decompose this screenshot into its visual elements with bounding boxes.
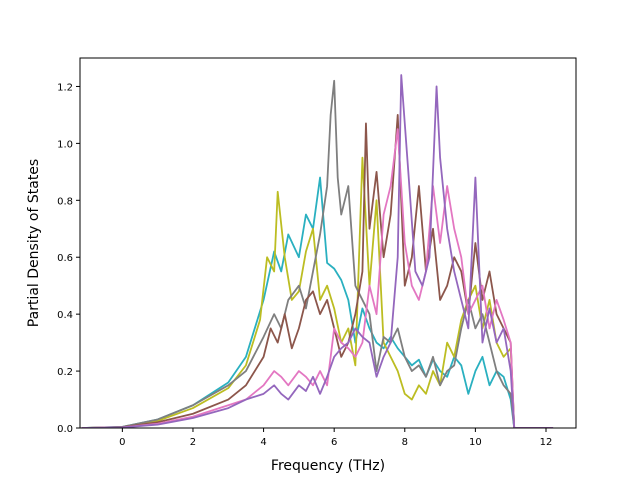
- plot-frame: [79, 57, 577, 429]
- x-tick-label: 8: [402, 437, 408, 448]
- series-layer: [81, 74, 554, 428]
- series-line-4: [81, 114, 554, 428]
- x-tick-label: 12: [540, 437, 553, 448]
- y-tick-label: 0.4: [57, 310, 73, 321]
- x-tick-label: 2: [190, 437, 196, 448]
- y-tick-label: 0.6: [57, 253, 73, 264]
- y-tick-label: 1.2: [57, 82, 73, 93]
- x-tick-label: 10: [469, 437, 482, 448]
- x-axis-label: Frequency (THz): [271, 458, 385, 474]
- series-line-6: [81, 74, 554, 428]
- x-tick-label: 0: [119, 437, 125, 448]
- y-tick-label: 1.0: [57, 139, 73, 150]
- x-tick-label: 6: [331, 437, 337, 448]
- x-tick-label: 4: [260, 437, 266, 448]
- y-axis-ticks: 0.0 0.2 0.4 0.6 0.8 1.0 1.2: [57, 82, 80, 435]
- series-line-5: [81, 128, 554, 428]
- y-tick-label: 0.2: [57, 367, 73, 378]
- y-tick-label: 0.8: [57, 196, 73, 207]
- y-tick-label: 0.0: [57, 424, 73, 435]
- y-axis-label: Partial Density of States: [26, 159, 42, 327]
- x-axis-ticks: 0 2 4 6 8 10 12: [119, 428, 552, 448]
- series-line-3: [81, 79, 554, 428]
